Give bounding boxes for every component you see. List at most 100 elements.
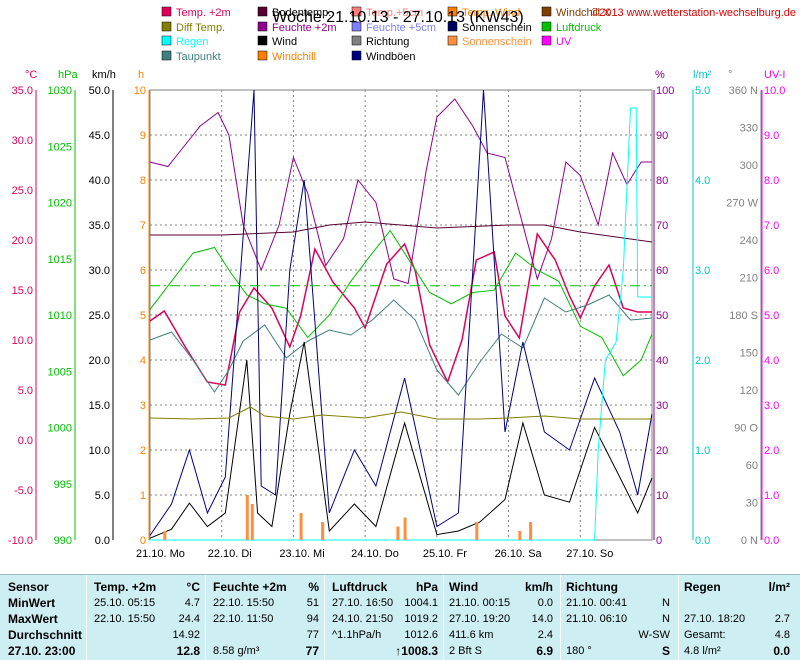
axis-tick-sunshine_h: 9 bbox=[140, 130, 146, 142]
sensor-column: Sensor MinWert MaxWert Durchschnitt 27.1… bbox=[8, 579, 83, 659]
rain-row-label: 27.10. 18:20 bbox=[684, 613, 746, 625]
sunshine-bar bbox=[403, 517, 407, 540]
axis-tick-sunshine_h: 1 bbox=[140, 490, 146, 502]
axis-tick-direction_deg: 330 bbox=[740, 123, 758, 135]
sunshine-bar bbox=[475, 522, 479, 540]
legend-label: Luftdruck bbox=[556, 22, 602, 34]
axis-tick-rain_lm2: 3.0 bbox=[695, 265, 710, 277]
press-row-value: 1004.1 bbox=[404, 597, 438, 609]
axis-tick-wind_kmh: 0.0 bbox=[95, 535, 110, 547]
axis-tick-wind_kmh: 15.0 bbox=[89, 400, 110, 412]
axis-tick-rain_lm2: 4.0 bbox=[695, 175, 710, 187]
row-label-max: MaxWert bbox=[8, 612, 58, 626]
axis-tick-rain_lm2: 0.0 bbox=[695, 535, 710, 547]
axis-tick-uv_index: 2.0 bbox=[764, 445, 779, 457]
sunshine-bar bbox=[250, 504, 254, 540]
axis-tick-temperature_c: 0.0 bbox=[18, 435, 33, 447]
axis-tick-direction_deg: 210 bbox=[740, 273, 758, 285]
axis-tick-wind_kmh: 10.0 bbox=[89, 445, 110, 457]
legend-swatch bbox=[257, 21, 268, 32]
press-row-label: ^1.1hPa/h bbox=[332, 629, 382, 641]
axis-tick-temperature_c: 20.0 bbox=[12, 235, 33, 247]
axis-tick-temperature_c: 35.0 bbox=[12, 85, 33, 97]
axis-tick-uv_index: 10.0 bbox=[764, 85, 785, 97]
axis-tick-humidity_pct: 20 bbox=[656, 445, 668, 457]
chart-legend: Temp. +2m Bodentemp. Temp.+5cm Temp. Wind Wi… bbox=[161, 6, 611, 63]
axis-tick-direction_deg: 0 N bbox=[741, 535, 758, 547]
dir-row-label: 180 ° bbox=[566, 645, 592, 657]
press-unit: hPa bbox=[415, 580, 438, 594]
axis-tick-uv_index: 6.0 bbox=[764, 265, 779, 277]
axis-tick-uv_index: 9.0 bbox=[764, 130, 779, 142]
legend-swatch bbox=[257, 6, 268, 17]
humidity-column: Feuchte +2m% 22.10. 15:50 51 22.10. 11:50 94… bbox=[213, 579, 319, 659]
temperature-column: Temp. +2m °C 25.10. 05:15 4.7 22.10. 15:50 24… bbox=[94, 579, 200, 659]
axis-tick-wind_kmh: 20.0 bbox=[89, 355, 110, 367]
legend-label: Windchill X bbox=[556, 7, 611, 19]
series-regen bbox=[150, 107, 652, 541]
series-temp-2m bbox=[149, 232, 652, 386]
copyright: ©2013 www.wetterstation-wechselburg.de bbox=[591, 7, 796, 19]
axis-tick-sunshine_h: 8 bbox=[140, 175, 146, 187]
weather-chart: 35.030.025.020.015.010.05.00.0-5.0-10.0°… bbox=[8, 6, 796, 560]
x-label: 26.10. Sa bbox=[495, 548, 543, 560]
press-row-value: 1019.2 bbox=[404, 613, 438, 625]
axis-unit-temperature_c: °C bbox=[25, 69, 37, 81]
series-taupunkt bbox=[149, 294, 653, 396]
axis-tick-pressure_hpa: 1010 bbox=[48, 310, 72, 322]
hum-row-value: 51 bbox=[306, 597, 319, 609]
axis-tick-wind_kmh: 5.0 bbox=[95, 490, 110, 502]
axis-tick-humidity_pct: 40 bbox=[656, 355, 668, 367]
sunshine-bar bbox=[529, 522, 533, 540]
axis-tick-wind_kmh: 40.0 bbox=[89, 175, 110, 187]
chart-axes: 35.030.025.020.015.010.05.00.0-5.0-10.0°… bbox=[8, 69, 786, 560]
wind-column: Wind km/h 21.10. 00:15 0.0 27.10. 19:20 14.0 4… bbox=[449, 579, 553, 659]
axis-tick-temperature_c: 5.0 bbox=[18, 385, 33, 397]
temp-row-value: 4.7 bbox=[184, 597, 200, 609]
row-label-min: MinWert bbox=[8, 596, 56, 610]
axis-tick-sunshine_h: 4 bbox=[140, 355, 146, 367]
axis-unit-sunshine_h: h bbox=[138, 69, 144, 81]
axis-tick-pressure_hpa: 995 bbox=[54, 479, 72, 491]
press-row-value: ↑1008.3 bbox=[395, 644, 438, 658]
axis-tick-humidity_pct: 70 bbox=[656, 220, 668, 232]
press-header: Luftdruck bbox=[332, 580, 388, 594]
axis-tick-sunshine_h: 0 bbox=[140, 535, 146, 547]
legend-label: Temp. +2m bbox=[176, 7, 231, 19]
legend-label: Temp. Wind bbox=[462, 7, 520, 19]
axis-tick-rain_lm2: 2.0 bbox=[695, 355, 710, 367]
x-label: 22.10. Di bbox=[208, 548, 252, 560]
axis-tick-pressure_hpa: 1030 bbox=[48, 85, 72, 97]
axis-tick-wind_kmh: 30.0 bbox=[89, 265, 110, 277]
wind-row-label: 411.6 km bbox=[449, 629, 494, 641]
legend-label: Feuchte +5cm bbox=[366, 22, 436, 34]
temp-row-value: 14.92 bbox=[172, 629, 200, 641]
dir-header: Richtung bbox=[566, 580, 618, 594]
legend-label: Sonnenschein bbox=[462, 22, 532, 34]
row-label-current: 27.10. 23:00 bbox=[8, 644, 76, 658]
sunshine-bar bbox=[163, 531, 167, 540]
axis-tick-humidity_pct: 90 bbox=[656, 130, 668, 142]
axis-tick-uv_index: 4.0 bbox=[764, 355, 779, 367]
axis-tick-uv_index: 8.0 bbox=[764, 175, 779, 187]
x-label: 24.10. Do bbox=[351, 548, 399, 560]
press-row-value: 1012.6 bbox=[404, 629, 438, 641]
axis-tick-rain_lm2: 5.0 bbox=[695, 85, 710, 97]
legend-swatch bbox=[161, 50, 172, 61]
legend-swatch bbox=[161, 6, 172, 17]
wind-row-label: 27.10. 19:20 bbox=[449, 613, 511, 625]
wind-row-value: 6.9 bbox=[536, 644, 553, 658]
axis-tick-temperature_c: 30.0 bbox=[12, 135, 33, 147]
axis-tick-uv_index: 5.0 bbox=[764, 310, 779, 322]
axis-unit-direction_deg: ° bbox=[728, 69, 732, 81]
legend-swatch bbox=[257, 50, 268, 61]
axis-tick-temperature_c: 10.0 bbox=[12, 335, 33, 347]
legend-swatch bbox=[447, 35, 458, 46]
legend-swatch bbox=[541, 6, 552, 17]
legend-label: UV bbox=[556, 36, 572, 48]
series-bodentemp- bbox=[150, 221, 653, 243]
axis-unit-rain_lm2: l/m² bbox=[693, 69, 712, 81]
legend-swatch bbox=[351, 50, 362, 61]
axis-tick-humidity_pct: 100 bbox=[656, 85, 674, 97]
hum-row-label: 22.10. 15:50 bbox=[213, 597, 275, 609]
